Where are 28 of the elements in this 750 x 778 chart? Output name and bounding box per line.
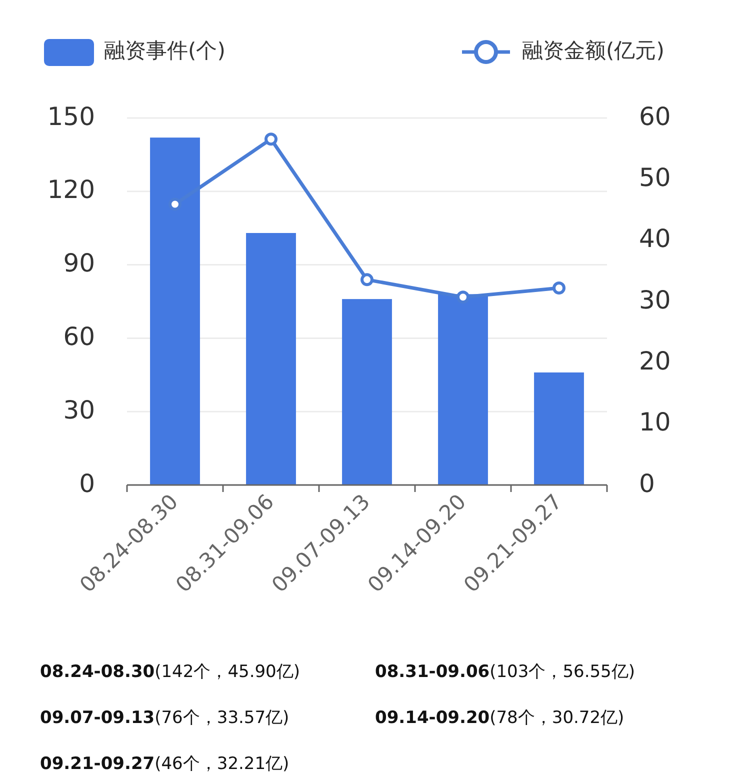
y2-tick-label: 10	[639, 408, 671, 437]
y-tick-label: 30	[63, 395, 95, 424]
y2-tick-label: 20	[639, 346, 671, 376]
text: 09.07-09.13(76个，33.57亿)	[40, 708, 290, 728]
bar	[342, 299, 392, 485]
text: 08.24-08.30(142个，45.90亿)	[40, 662, 300, 682]
bar	[534, 372, 584, 485]
point	[360, 273, 374, 286]
text: 09.21-09.27(46个，32.21亿)	[40, 754, 290, 774]
point	[168, 198, 182, 211]
y-tick-label: 120	[47, 175, 95, 204]
bar	[246, 232, 296, 485]
y-tick-label: 150	[47, 102, 95, 131]
y-tick-label: 0	[79, 468, 95, 498]
y-tick-label: 90	[63, 248, 95, 278]
y2-tick-label: 0	[639, 468, 655, 498]
point	[264, 132, 278, 146]
legend-label: 融资事件(个)	[104, 38, 226, 63]
y2-tick-label: 30	[639, 285, 671, 314]
point	[552, 281, 566, 294]
y-tick-label: 60	[63, 322, 95, 352]
y2-tick-label: 50	[639, 162, 671, 192]
text: 08.31-09.06(103个，56.55亿)	[375, 662, 635, 682]
legend-label: 融资金额(亿元)	[522, 38, 664, 63]
y2-tick-label: 60	[639, 102, 671, 131]
text: 09.14-09.20(78个，30.72亿)	[375, 708, 624, 728]
y2-tick-label: 40	[639, 224, 671, 254]
point	[456, 290, 470, 304]
